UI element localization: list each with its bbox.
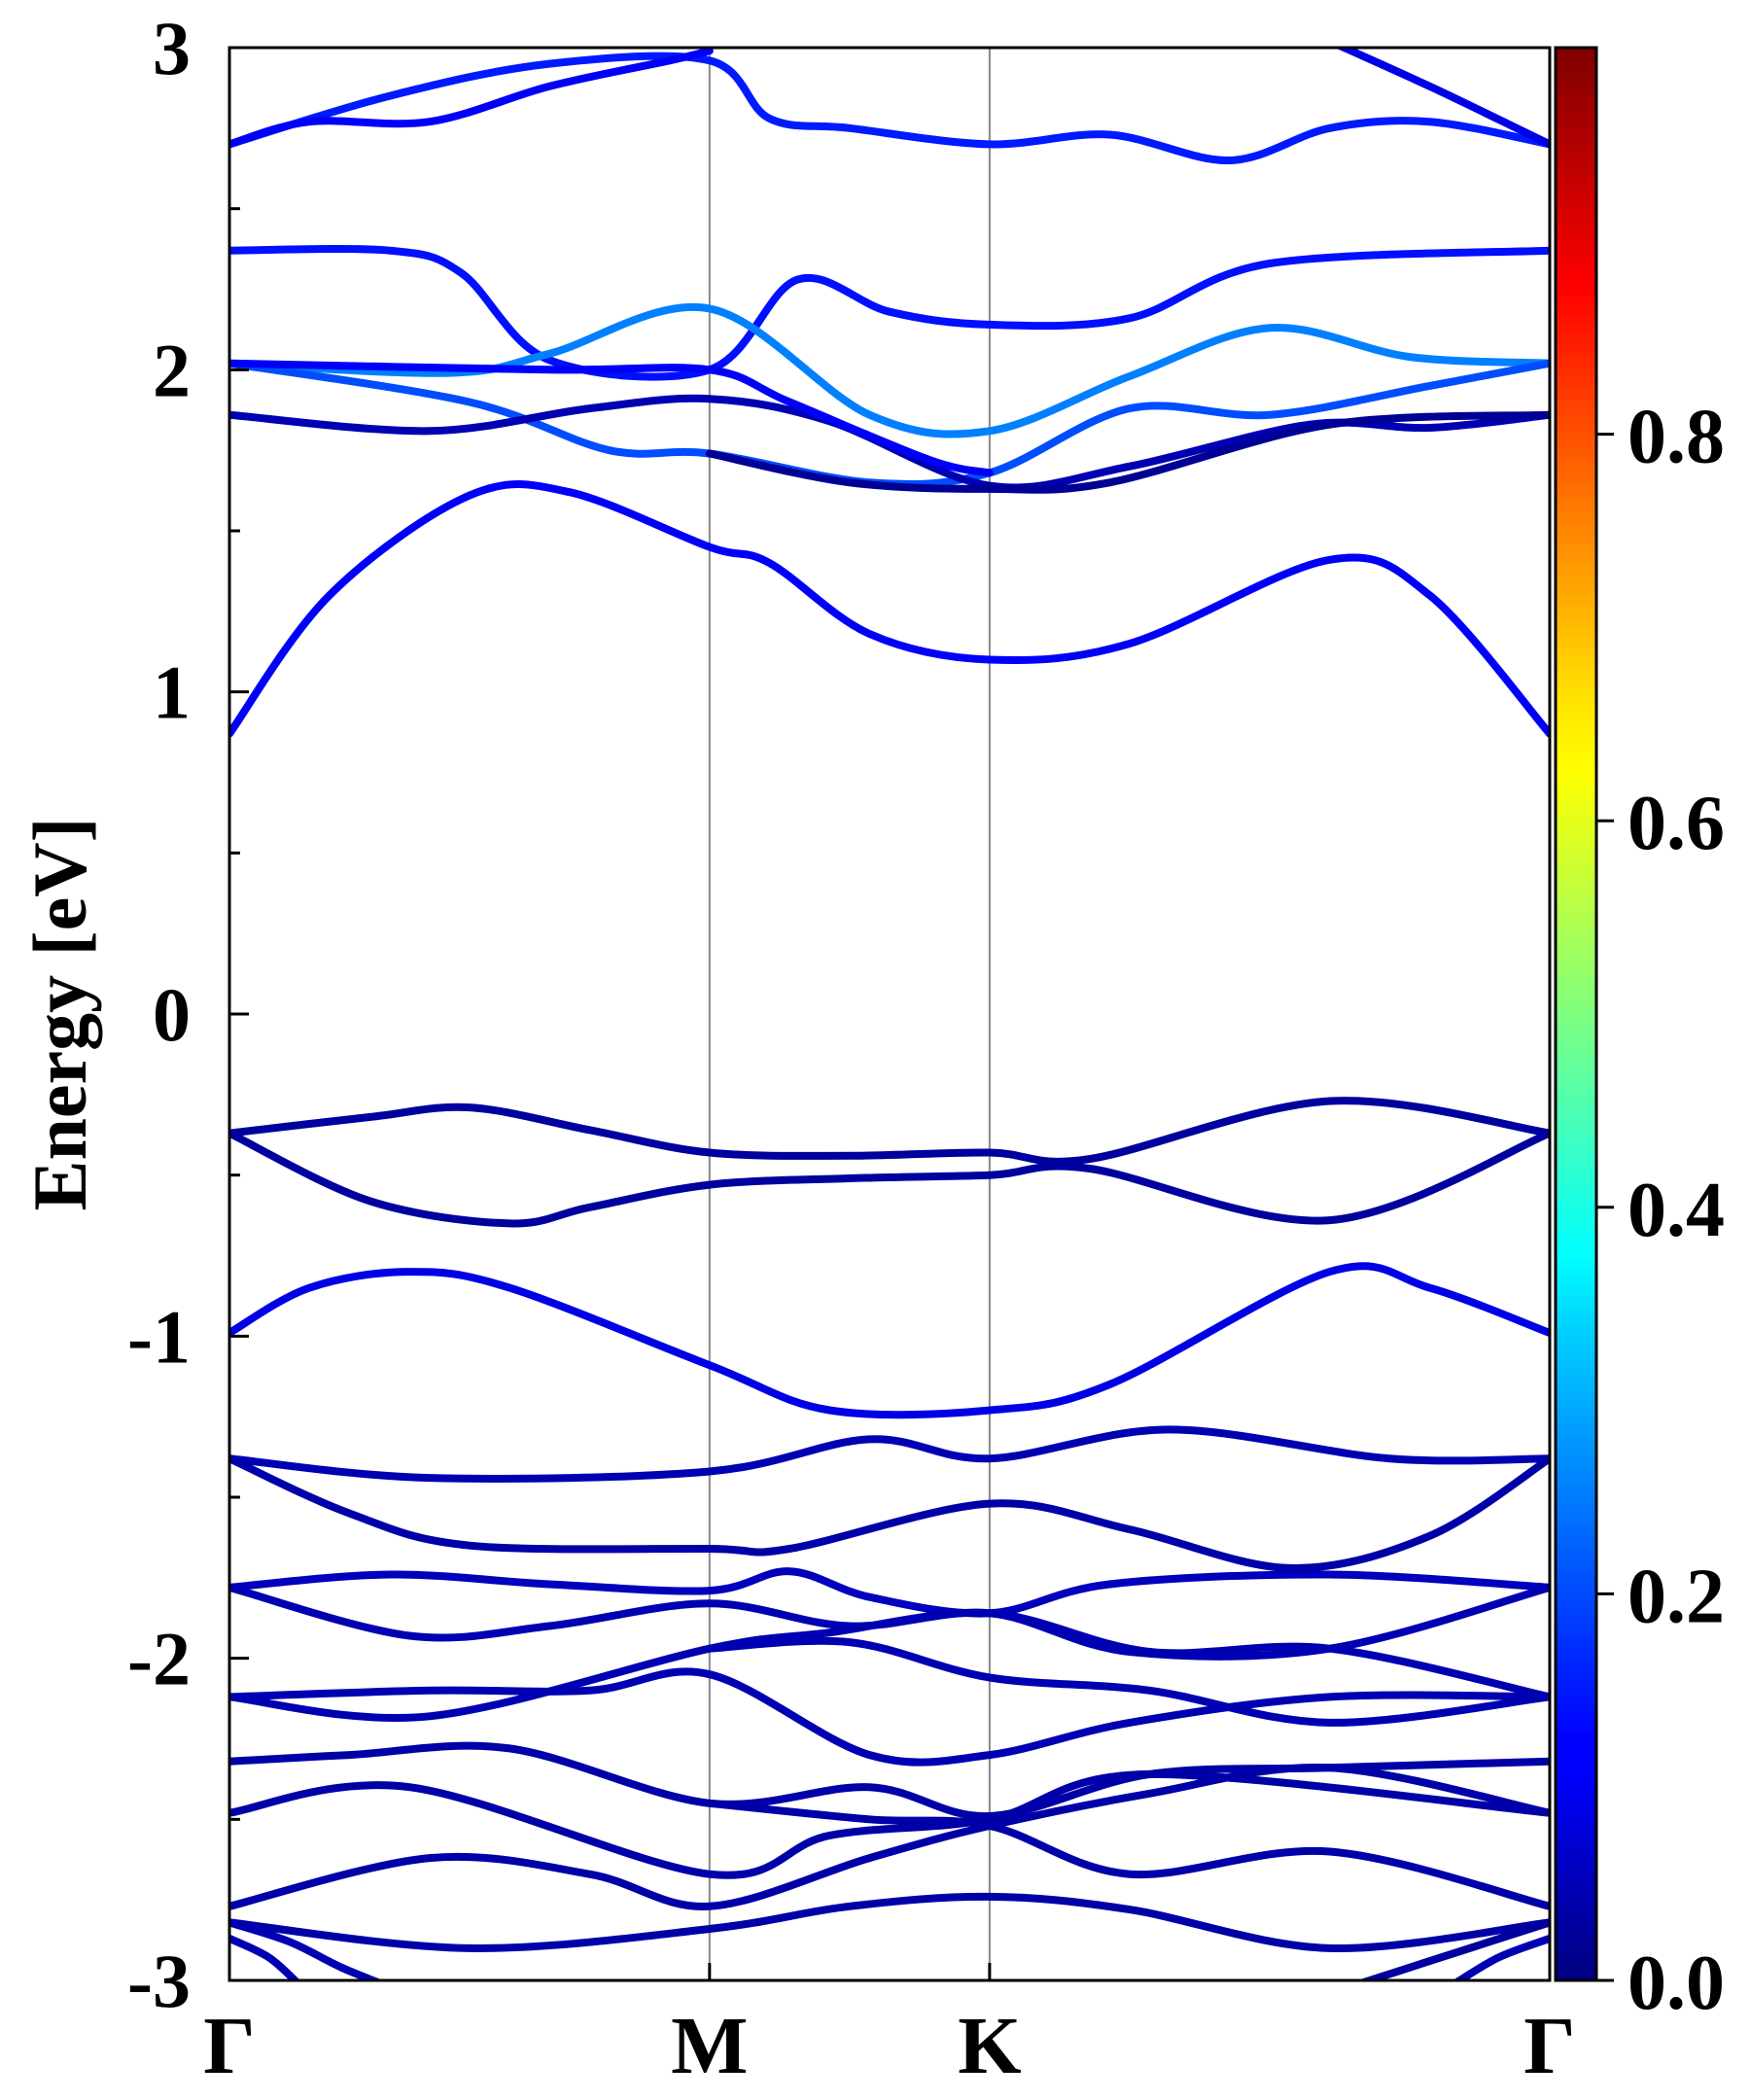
x-tick-label: K bbox=[958, 2001, 1021, 2091]
x-tick-label: Γ bbox=[1523, 2001, 1575, 2091]
band-line bbox=[229, 52, 1550, 165]
band-line bbox=[229, 245, 1550, 381]
band-lines bbox=[229, 48, 1550, 1980]
y-tick-label: 3 bbox=[153, 6, 191, 90]
band-line bbox=[1334, 48, 1550, 149]
x-tick-label: M bbox=[671, 2001, 748, 2091]
band-line bbox=[705, 1636, 1550, 1727]
band-line bbox=[229, 1608, 1550, 1722]
colorbar bbox=[1554, 46, 1598, 1982]
band-line bbox=[229, 1454, 1550, 1572]
y-tick-label: 0 bbox=[153, 972, 191, 1057]
band-line bbox=[229, 1667, 1550, 1767]
x-tick-label: Γ bbox=[203, 2001, 255, 2091]
band-line bbox=[705, 410, 1550, 494]
y-tick-label: -3 bbox=[127, 1939, 191, 2023]
band-line bbox=[229, 1892, 1550, 1953]
y-tick-label: -1 bbox=[127, 1294, 191, 1379]
y-tick-label: 1 bbox=[153, 650, 191, 735]
band-line bbox=[229, 1567, 1550, 1618]
band-line bbox=[229, 1763, 1550, 1910]
colorbar-tick-label: 0.2 bbox=[1628, 1554, 1725, 1639]
y-axis-title: Energy [eV] bbox=[18, 817, 102, 1210]
colorbar-tick-label: 0.4 bbox=[1628, 1168, 1725, 1253]
colorbar-tick-label: 0.0 bbox=[1628, 1941, 1725, 2026]
band-line bbox=[229, 1918, 384, 1980]
band-line bbox=[229, 1097, 1550, 1166]
band-line bbox=[229, 1129, 1550, 1228]
colorbar-ticks: 0.0 0.2 0.4 0.6 0.8 bbox=[1596, 395, 1725, 2026]
band-line bbox=[229, 479, 1550, 738]
band-line bbox=[229, 359, 994, 477]
band-line bbox=[229, 48, 714, 149]
colorbar-tick-label: 0.8 bbox=[1628, 395, 1725, 480]
band-line bbox=[705, 1799, 1550, 1910]
y-tick-label: 2 bbox=[153, 328, 191, 412]
band-line bbox=[229, 1425, 1550, 1483]
y-tick-label: -2 bbox=[127, 1617, 191, 1701]
band-line bbox=[1356, 1918, 1550, 1980]
band-line bbox=[229, 1262, 1550, 1419]
colorbar-tick-label: 0.6 bbox=[1628, 781, 1725, 866]
y-axis-ticks: 3 2 1 0 -1 -2 -3 bbox=[127, 6, 249, 2023]
